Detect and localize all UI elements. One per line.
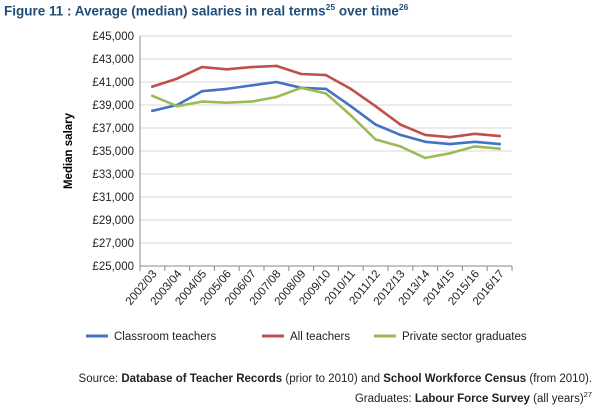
figure-title-suffix: over time xyxy=(335,3,399,19)
figure-title-text: Figure 11 : Average (median) salaries in… xyxy=(4,3,326,19)
data-point xyxy=(399,123,402,126)
data-point xyxy=(473,145,477,148)
figure-title-footnote-ref-26: 26 xyxy=(398,2,409,12)
source-workforce-census: School Workforce Census xyxy=(383,373,527,385)
y-tick-label: £37,000 xyxy=(92,123,134,135)
data-point xyxy=(275,80,278,84)
source-footnote-ref-27: 27 xyxy=(583,390,592,399)
series-line-private-sector-graduates xyxy=(151,86,501,160)
data-point xyxy=(151,109,154,113)
data-point xyxy=(498,134,501,138)
data-point xyxy=(324,73,328,77)
source-teacher-records: Database of Teacher Records xyxy=(121,373,283,385)
figure-title: Figure 11 : Average (median) salaries in… xyxy=(4,2,408,19)
y-tick-label: £41,000 xyxy=(92,77,134,89)
y-tick-label: £45,000 xyxy=(92,31,134,43)
figure-title-footnote-ref-25: 25 xyxy=(325,2,336,12)
data-point xyxy=(299,86,303,90)
legend-label: Classroom teachers xyxy=(114,331,217,343)
y-tick-label: £29,000 xyxy=(92,215,134,227)
data-point xyxy=(498,147,501,150)
data-point xyxy=(175,104,179,108)
data-point xyxy=(175,77,179,80)
y-tick-label: £27,000 xyxy=(92,238,134,250)
data-point xyxy=(448,135,452,139)
data-point xyxy=(151,94,154,98)
y-tick-label: £43,000 xyxy=(92,54,134,66)
data-point xyxy=(324,92,328,95)
data-point xyxy=(324,87,328,91)
data-point xyxy=(225,87,229,91)
y-tick-label: £31,000 xyxy=(92,192,134,204)
series-line-classroom-teachers xyxy=(151,80,501,146)
source-labour-force-survey: Labour Force Survey xyxy=(414,392,530,405)
legend-label: All teachers xyxy=(290,331,350,343)
data-point xyxy=(423,140,427,144)
y-tick-label: £25,000 xyxy=(92,261,134,273)
y-axis-label: Median salary xyxy=(63,112,75,189)
data-point xyxy=(275,95,278,99)
data-point xyxy=(448,152,452,155)
legend-label: Private sector graduates xyxy=(402,331,527,343)
data-point xyxy=(374,123,377,126)
source-line-2: Graduates: Labour Force Survey (all year… xyxy=(354,390,592,405)
y-tick-label: £39,000 xyxy=(92,100,134,112)
data-point xyxy=(250,84,253,87)
y-tick-label: £33,000 xyxy=(92,169,134,181)
data-point xyxy=(349,104,353,108)
data-point xyxy=(225,68,229,71)
y-tick-label: £35,000 xyxy=(92,146,134,158)
data-point xyxy=(250,65,253,69)
source-note: Source: Database of Teacher Records (pri… xyxy=(79,372,592,407)
data-point xyxy=(299,72,303,76)
data-point xyxy=(473,140,477,144)
data-point xyxy=(200,65,204,69)
data-point xyxy=(200,100,204,103)
data-point xyxy=(399,145,402,148)
data-point xyxy=(275,64,278,68)
data-point xyxy=(423,133,427,137)
data-point xyxy=(374,104,377,108)
data-point xyxy=(151,85,154,88)
data-point xyxy=(349,87,353,91)
data-point xyxy=(374,138,377,141)
data-point xyxy=(200,89,204,93)
source-line-1: Source: Database of Teacher Records (pri… xyxy=(78,373,592,385)
data-point xyxy=(225,101,229,104)
data-point xyxy=(498,142,501,146)
data-point xyxy=(349,114,353,117)
data-point xyxy=(448,142,452,146)
data-point xyxy=(250,100,253,103)
data-point xyxy=(423,156,427,160)
data-point xyxy=(399,133,402,137)
salary-line-chart: £25,000 £27,000 £29,000 £31,000 £33,000 £35,0… xyxy=(63,31,527,343)
data-point xyxy=(473,132,477,136)
